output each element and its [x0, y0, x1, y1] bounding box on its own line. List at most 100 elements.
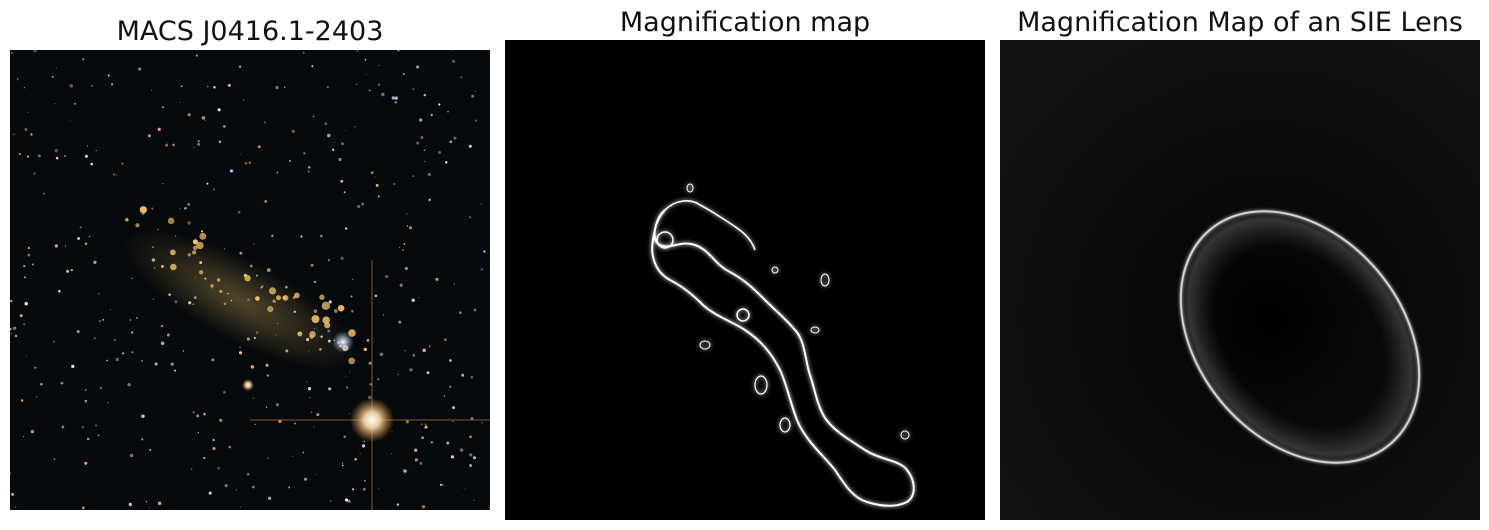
galaxy-dot: [366, 73, 368, 75]
galaxy-dot: [24, 276, 26, 279]
galaxy-dot: [141, 438, 144, 441]
sie-critical-curve: [1179, 210, 1421, 464]
galaxy-dot: [121, 162, 124, 165]
galaxy-dot: [396, 503, 400, 506]
galaxy-dot: [178, 101, 181, 104]
galaxy-dot: [420, 423, 423, 426]
galaxy-dot: [254, 423, 256, 426]
galaxy-dot: [453, 283, 455, 285]
galaxy-dot: [310, 263, 314, 267]
galaxy-dot: [402, 468, 404, 470]
galaxy-dot: [223, 390, 226, 394]
galaxy-dot: [10, 472, 11, 475]
curve-loop: [699, 340, 711, 350]
galaxy-dot: [99, 320, 101, 322]
galaxy-dot: [329, 500, 332, 502]
cluster-galaxy: [294, 292, 300, 299]
galaxy-dot: [246, 472, 250, 476]
galaxy-dot: [369, 383, 372, 386]
galaxy-dot: [275, 403, 280, 407]
galaxy-dot: [393, 182, 396, 186]
galaxy-dot: [229, 169, 234, 173]
galaxy-dot: [445, 161, 448, 164]
galaxy-dot: [267, 457, 269, 459]
galaxy-dot: [438, 103, 441, 106]
galaxy-dot: [84, 242, 88, 246]
galaxy-dot: [106, 359, 108, 362]
galaxy-dot: [160, 341, 165, 346]
galaxy-dot: [79, 226, 82, 229]
cluster-galaxy: [366, 339, 370, 342]
galaxy-dot: [58, 289, 61, 293]
galaxy-dot: [33, 50, 37, 53]
galaxy-dot: [113, 338, 116, 341]
galaxy-dot: [469, 435, 472, 439]
cluster-galaxy: [311, 315, 320, 324]
galaxy-dot: [227, 83, 231, 87]
galaxy-dot: [51, 75, 54, 79]
galaxy-dot: [12, 133, 15, 136]
galaxy-dot: [443, 395, 445, 397]
cluster-galaxy: [276, 295, 281, 301]
galaxy-dot: [381, 92, 385, 97]
galaxy-dot: [18, 152, 21, 155]
cluster-galaxy: [192, 250, 197, 255]
galaxy-dot: [423, 93, 426, 97]
galaxy-dot: [70, 268, 73, 272]
galaxy-dot: [451, 50, 453, 52]
cluster-galaxy: [219, 289, 223, 294]
galaxy-dot: [129, 319, 132, 321]
galaxy-dot: [10, 332, 12, 335]
galaxy-dot: [11, 492, 15, 496]
cluster-galaxy: [216, 278, 221, 282]
galaxy-dot: [107, 402, 109, 404]
galaxy-dot: [149, 507, 150, 509]
galaxy-dot: [424, 423, 427, 425]
galaxy-dot: [448, 359, 452, 362]
galaxy-dot: [252, 397, 255, 400]
galaxy-dot: [166, 142, 168, 144]
galaxy-dot: [328, 300, 332, 304]
galaxy-dot: [196, 414, 200, 418]
galaxy-dot: [239, 346, 241, 348]
galaxy-dot: [354, 458, 357, 461]
galaxy-dot: [213, 86, 216, 89]
galaxy-dot: [265, 406, 268, 408]
galaxy-dot: [338, 157, 342, 162]
galaxy-dot: [328, 387, 332, 391]
cluster-galaxy: [272, 299, 276, 303]
galaxy-dot: [385, 274, 389, 279]
sie-halo: [1178, 209, 1422, 465]
galaxy-dot: [10, 327, 12, 331]
galaxy-dot: [43, 192, 46, 195]
galaxy-dot: [412, 88, 415, 90]
galaxy-dot: [235, 489, 238, 491]
galaxy-dot: [370, 171, 374, 175]
curve-loop: [736, 308, 750, 322]
galaxy-dot: [184, 206, 187, 210]
galaxy-dot: [161, 182, 163, 184]
galaxy-dot: [170, 362, 174, 366]
galaxy-dot: [312, 115, 315, 118]
galaxy-dot: [412, 354, 416, 357]
galaxy-dot: [470, 417, 474, 420]
cluster-galaxy: [348, 357, 356, 365]
galaxy-dot: [414, 458, 419, 462]
galaxy-dot: [10, 300, 13, 303]
galaxy-dot: [31, 263, 34, 266]
galaxy-dot: [439, 483, 443, 486]
galaxy-dot: [212, 438, 215, 442]
cluster-galaxy: [170, 263, 177, 271]
cluster-galaxy: [322, 316, 330, 324]
galaxy-dot: [399, 283, 403, 287]
galaxy-dot: [27, 111, 29, 114]
cluster-galaxy: [297, 331, 303, 337]
galaxy-dot: [351, 488, 355, 491]
galaxy-dot: [377, 83, 381, 86]
galaxy-dot: [90, 162, 94, 166]
galaxy-dot: [394, 101, 398, 104]
galaxy-dot: [99, 386, 103, 390]
galaxy-dot: [430, 113, 433, 116]
galaxy-dot: [23, 323, 25, 326]
galaxy-dot: [91, 85, 93, 87]
